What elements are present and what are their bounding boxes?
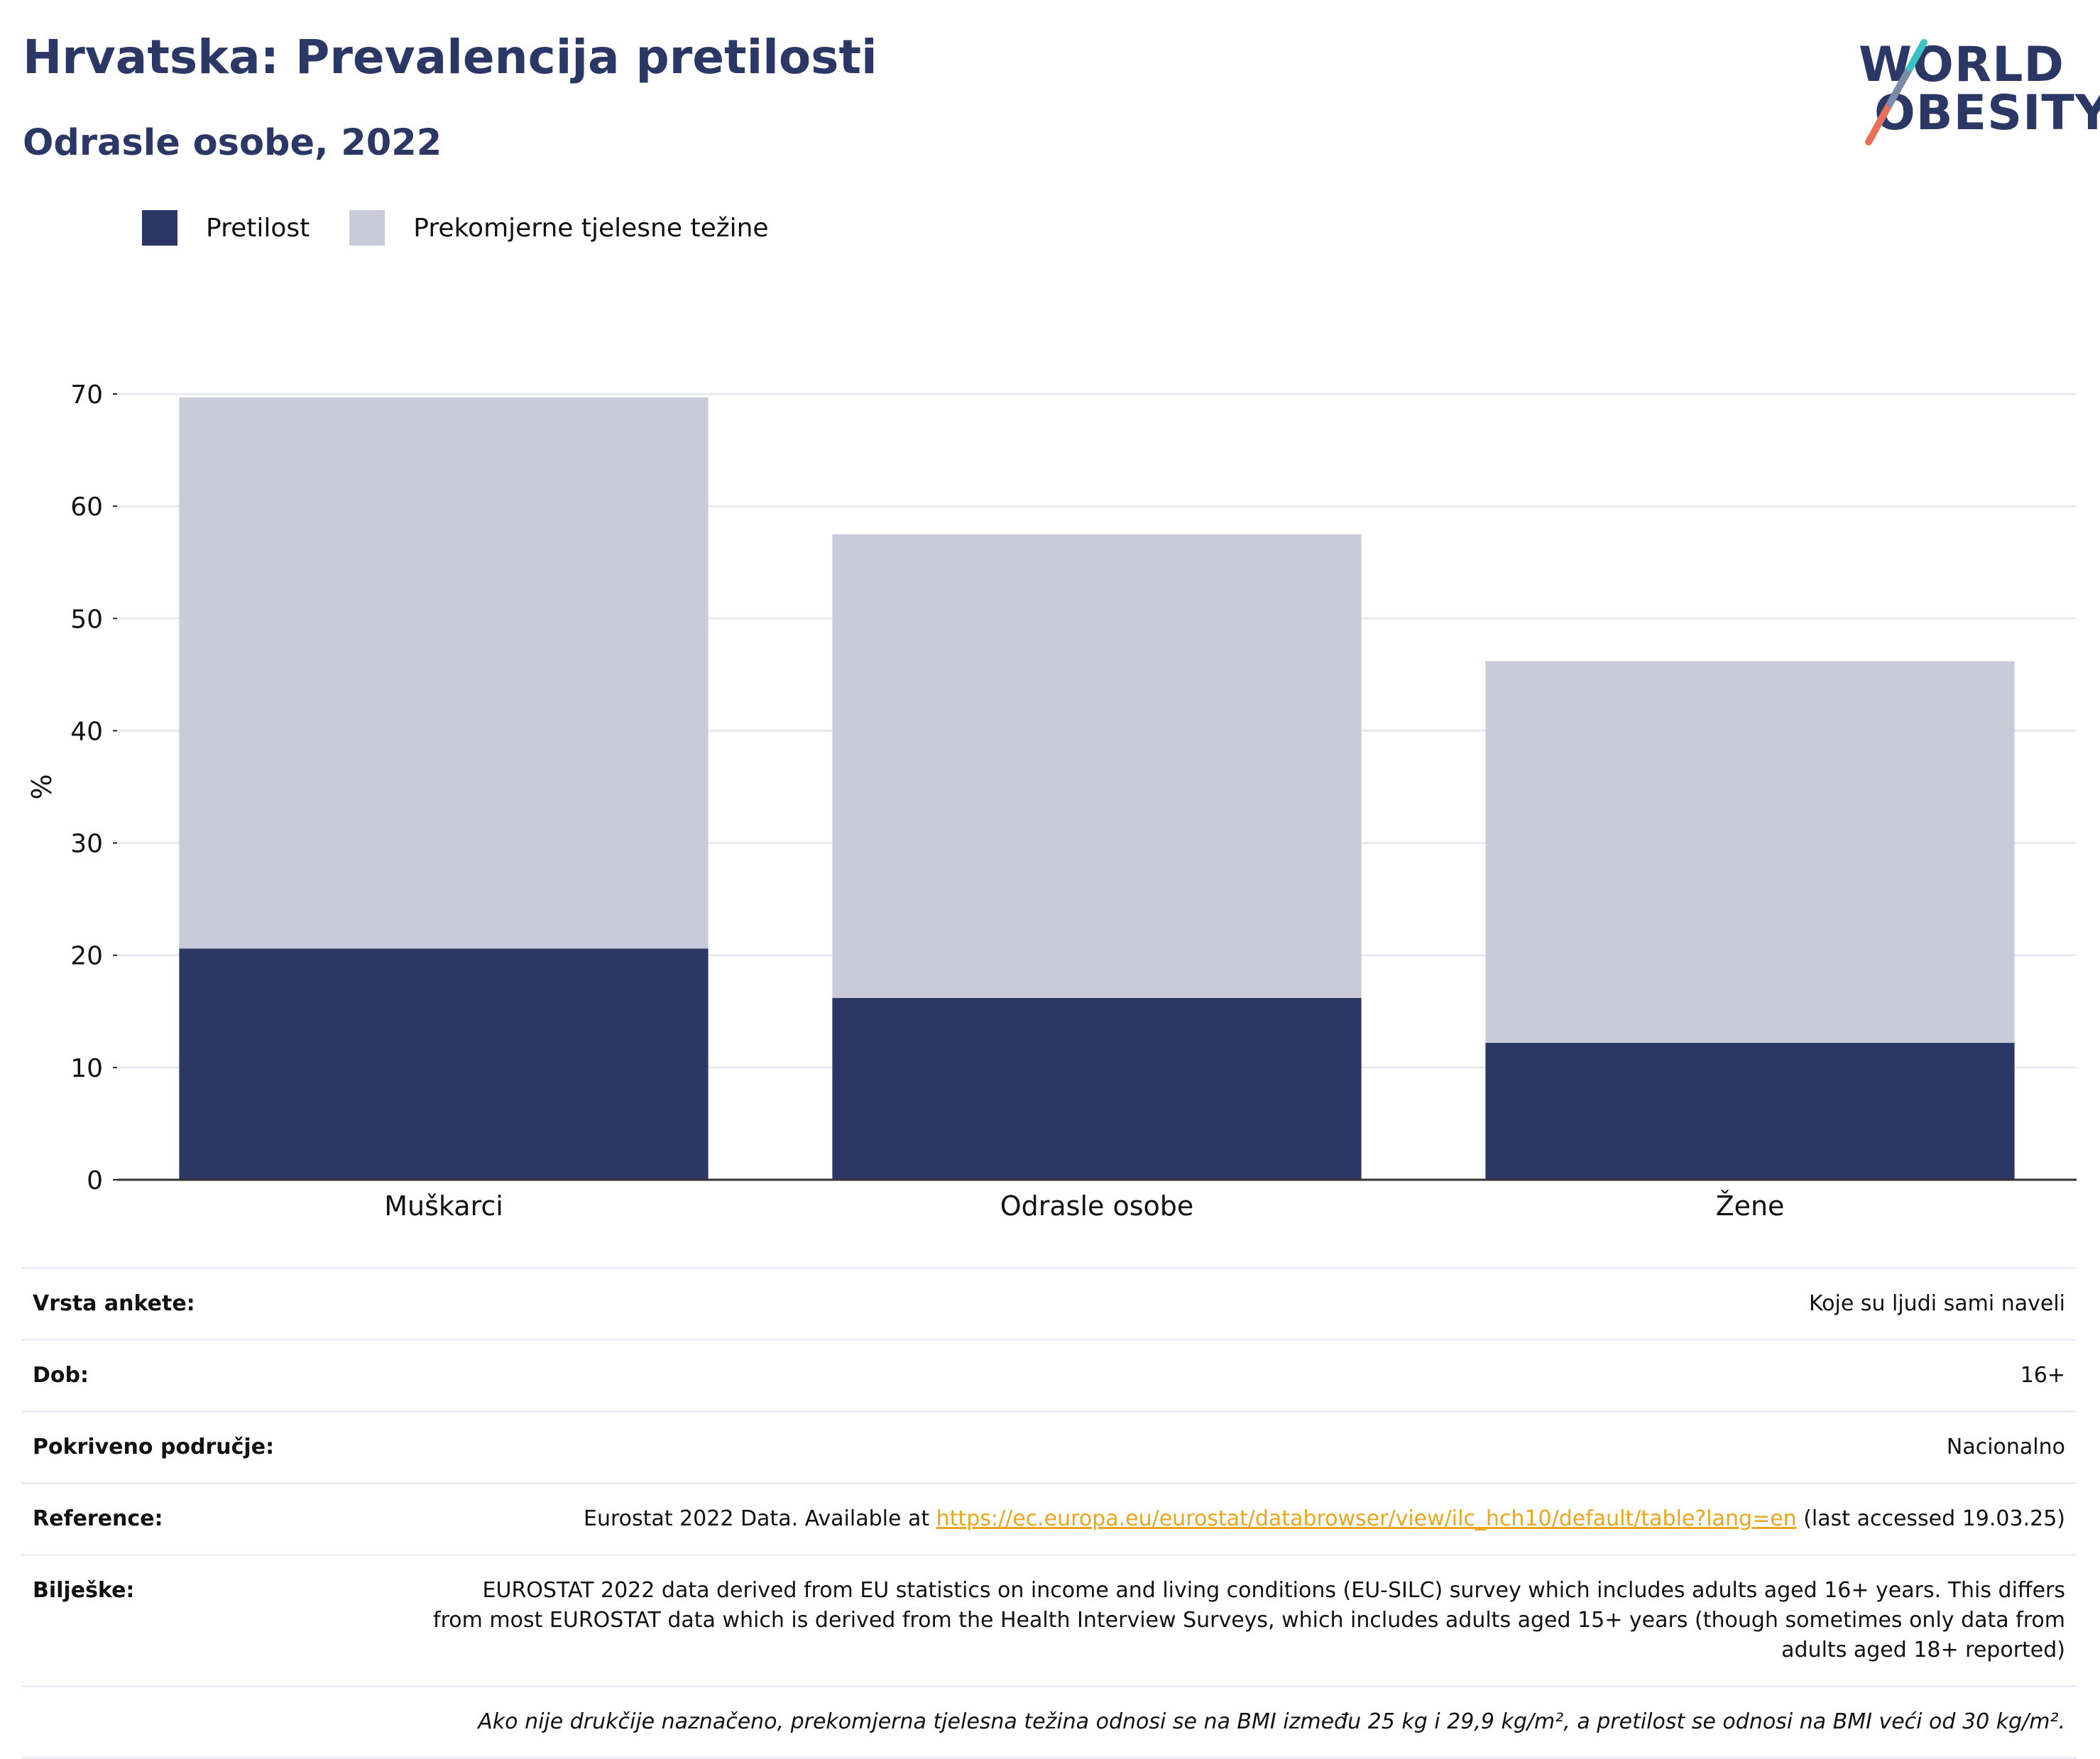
info-label: Dob: <box>33 1363 89 1388</box>
reference-link[interactable]: https://ec.europa.eu/eurostat/databrowse… <box>936 1506 1797 1531</box>
bar-obesity <box>832 997 1362 1180</box>
y-tick-label: 40 <box>70 717 103 746</box>
info-row-survey-type: Vrsta ankete: Koje su ljudi sami naveli <box>21 1267 2077 1339</box>
info-row-coverage: Pokriveno područje: Nacionalno <box>21 1410 2077 1482</box>
x-tick-label: Muškarci <box>384 1190 503 1222</box>
info-row-reference: Reference: Eurostat 2022 Data. Available… <box>21 1482 2077 1554</box>
legend-label-overweight: Prekomjerne tjelesne težine <box>413 213 769 243</box>
bar-obesity <box>179 948 709 1180</box>
reference-text-pre: Eurostat 2022 Data. Available at <box>583 1506 936 1531</box>
y-tick-label: 10 <box>70 1054 103 1083</box>
footnote-text: Ako nije drukčije naznačeno, prekomjerna… <box>478 1709 2065 1734</box>
legend-item-obesity[interactable]: Pretilost <box>142 210 310 246</box>
bar-overweight <box>832 534 1362 998</box>
y-tick-label: 30 <box>70 830 103 859</box>
info-value: EUROSTAT 2022 data derived from EU stati… <box>433 1578 2065 1662</box>
chart-subtitle: Odrasle osobe, 2022 <box>23 122 442 164</box>
info-value: 16+ <box>2020 1363 2065 1388</box>
info-row-footnote: Ako nije drukčije naznačeno, prekomjerna… <box>21 1685 2077 1759</box>
y-tick-label: 70 <box>70 380 103 410</box>
legend-label-obesity: Pretilost <box>206 213 310 243</box>
info-value: Eurostat 2022 Data. Available at https:/… <box>584 1504 2065 1534</box>
info-table: Vrsta ankete: Koje su ljudi sami naveli … <box>21 1267 2077 1759</box>
bar-obesity <box>1485 1043 2015 1180</box>
logo-line-2: OBESITY <box>1874 85 2100 141</box>
info-label: Vrsta ankete: <box>33 1291 195 1316</box>
info-row-notes: Bilješke: EUROSTAT 2022 data derived fro… <box>21 1554 2077 1685</box>
bar-overweight <box>1485 661 2015 1043</box>
legend-swatch-obesity <box>142 210 177 246</box>
bar-chart: 0 10 20 30 40 50 60 70% Muškarci Odrasle osobe Žen… <box>26 380 2077 1222</box>
logo-slash-icon <box>1865 39 1927 146</box>
legend-item-overweight[interactable]: Prekomjerne tjelesne težine <box>349 210 769 246</box>
info-label: Pokriveno područje: <box>33 1435 275 1459</box>
info-value: Nacionalno <box>1946 1435 2065 1459</box>
y-axis-label: % <box>26 774 58 799</box>
y-tick-label: 50 <box>70 605 103 634</box>
y-tick-label: 60 <box>70 493 103 522</box>
y-tick-label: 20 <box>70 942 103 971</box>
legend-swatch-overweight <box>349 210 385 246</box>
logo-line-1: WORLD <box>1859 37 2065 93</box>
x-tick-label: Žene <box>1716 1190 1785 1222</box>
chart-title: Hrvatska: Prevalencija pretilosti <box>23 30 877 84</box>
x-tick-label: Odrasle osobe <box>1000 1190 1194 1222</box>
info-label: Reference: <box>33 1506 163 1531</box>
info-label: Bilješke: <box>33 1578 135 1603</box>
info-row-age: Dob: 16+ <box>21 1339 2077 1410</box>
info-value: Koje su ljudi sami naveli <box>1808 1291 2065 1316</box>
y-tick-label: 0 <box>87 1166 103 1195</box>
world-obesity-logo: WORLD OBESITY <box>1846 34 2100 155</box>
chart-legend: Pretilost Prekomjerne tjelesne težine <box>142 210 809 246</box>
bar-overweight <box>179 397 709 949</box>
reference-text-post: (last accessed 19.03.25) <box>1796 1506 2065 1531</box>
